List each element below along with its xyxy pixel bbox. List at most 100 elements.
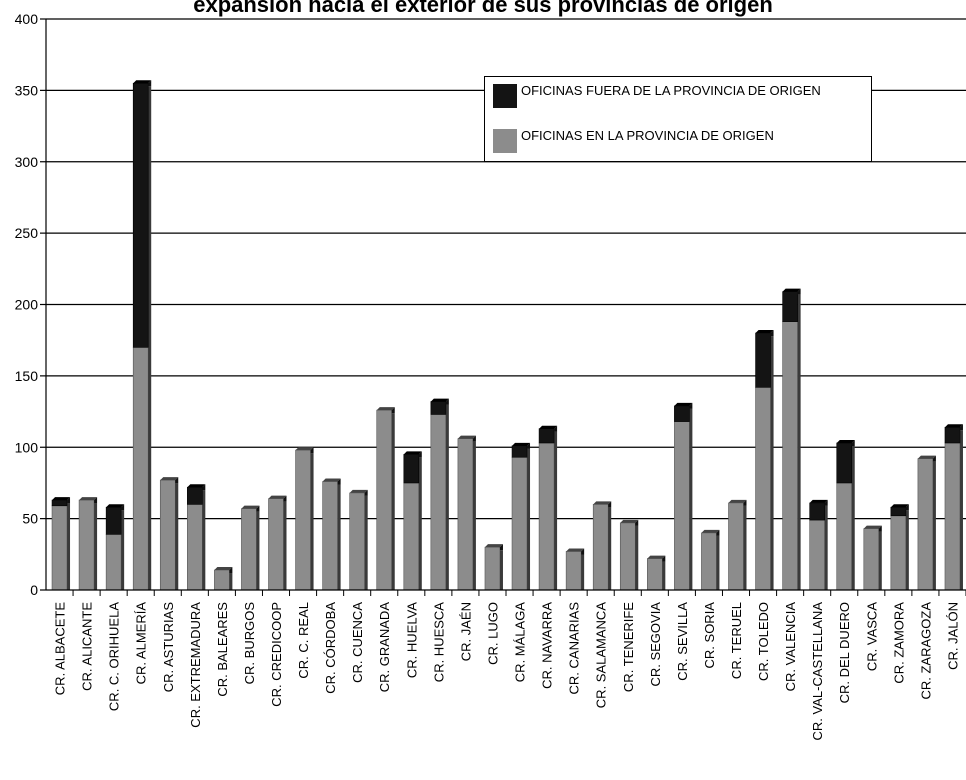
bar-inside <box>619 522 636 591</box>
x-tick-label: CR. HUESCA <box>431 602 446 683</box>
bar-top <box>79 497 98 501</box>
bar-inside <box>484 546 501 591</box>
bar-side <box>878 531 882 590</box>
bar-top-side <box>499 544 503 551</box>
bar-top-side <box>527 442 531 449</box>
x-tick-label: CR. GRANADA <box>377 602 392 693</box>
bar-side <box>283 501 287 590</box>
bar-top-side <box>824 499 828 506</box>
bar-top <box>403 451 422 455</box>
y-tick-label: 350 <box>15 82 39 98</box>
bar-top-side <box>391 407 395 414</box>
bar-side <box>635 525 639 590</box>
bar-side <box>851 445 855 590</box>
bar-top-side <box>689 402 693 409</box>
bar-top <box>620 519 639 523</box>
x-tick-label: CR. SORIA <box>702 602 717 669</box>
bar-top-side <box>283 495 287 502</box>
bar-top <box>322 478 341 482</box>
bar-top <box>809 499 828 503</box>
bar-top <box>349 489 368 493</box>
bar-outside <box>809 502 825 521</box>
bar-inside <box>78 499 95 591</box>
bar-side <box>229 573 233 590</box>
bar-top <box>890 504 909 508</box>
bar-side <box>391 413 395 590</box>
bar-side <box>499 550 503 590</box>
bar-side <box>662 561 666 590</box>
bar-inside <box>728 502 744 591</box>
bar-side <box>310 453 314 590</box>
bar-inside <box>917 458 934 591</box>
bar-side <box>797 294 801 590</box>
bar-inside <box>592 504 609 591</box>
legend-label-inside: OFICINAS EN LA PROVINCIA DE ORIGEN <box>521 128 774 143</box>
x-axis: CR. ALBACETE CR. ALICANTE CR. C. ORIHUELA C… <box>46 589 966 741</box>
legend: OFICINAS FUERA DE LA PROVINCIA DE ORIGEN… <box>484 76 872 162</box>
bar-side <box>554 431 558 590</box>
x-tick-label: CR. VASCA <box>864 602 879 671</box>
bar-top-side <box>94 497 98 504</box>
bar-top-side <box>554 425 558 432</box>
x-tick-label: CR. C. ORIHUELA <box>107 602 122 711</box>
bar-inside <box>214 569 230 591</box>
bar-side <box>743 505 747 590</box>
x-tick-label: CR. VAL-CASTELLANA <box>810 602 825 741</box>
x-tick-label: CR. CUENCA <box>350 602 365 683</box>
bar-top-side <box>905 504 909 511</box>
bar-top <box>133 80 152 84</box>
bar-top <box>944 424 963 428</box>
bar-inside <box>457 438 474 591</box>
legend-swatch-outside <box>493 84 517 108</box>
x-tick-label: CR. MÁLAGA <box>513 602 528 683</box>
bar-top <box>484 544 503 548</box>
bar-top <box>241 505 260 509</box>
x-tick-label: CR. NAVARRA <box>540 602 555 689</box>
bar-top-side <box>472 435 476 442</box>
bar-side <box>932 461 936 590</box>
bar-inside <box>105 534 122 591</box>
bar-outside <box>755 332 771 388</box>
bar-top-side <box>878 525 882 532</box>
x-tick-label: CR. TERUEL <box>729 602 744 679</box>
bar-top <box>539 425 558 429</box>
bar-top <box>52 497 71 501</box>
x-tick-label: CR. LUGO <box>485 602 500 665</box>
bar-side <box>256 511 260 590</box>
legend-item-outside: OFICINAS FUERA DE LA PROVINCIA DE ORIGEN <box>493 84 861 108</box>
bar-inside <box>836 482 853 591</box>
bar-side <box>418 457 422 590</box>
bar-top-side <box>418 451 422 458</box>
x-tick-label: CR. BALEARES <box>215 602 230 697</box>
bar-inside <box>701 532 717 591</box>
bar-top <box>593 501 612 505</box>
bar-top <box>863 525 882 529</box>
bar-outside <box>836 442 853 484</box>
chart-title: expansión hacia el exterior de sus provi… <box>193 0 773 17</box>
y-tick-label: 400 <box>15 11 39 27</box>
bar-top <box>268 495 287 499</box>
bar-inside <box>51 505 68 591</box>
bar-top-side <box>851 439 855 446</box>
bar-outside <box>538 428 555 444</box>
x-tick-label: CR. CANARIAS <box>567 602 582 695</box>
x-tick-label: CR. EXTREMADURA <box>188 602 203 728</box>
legend-swatch-inside <box>493 129 517 153</box>
bar-outside <box>187 486 203 505</box>
x-tick-label: CR. CREDICOOP <box>269 602 284 707</box>
bar-outside <box>105 506 122 535</box>
x-tick-label: CR. HUELVA <box>404 602 419 678</box>
bar-inside <box>241 508 257 591</box>
bar-top-side <box>337 478 341 485</box>
bar-side <box>581 554 585 590</box>
bar-outside <box>132 82 149 348</box>
bar-side <box>824 505 828 590</box>
bar-inside <box>430 414 447 591</box>
bar-outside <box>430 401 447 415</box>
bar-top <box>836 439 855 443</box>
bar-inside <box>376 409 393 591</box>
bar-top <box>647 555 666 559</box>
bar-top-side <box>148 80 152 87</box>
x-tick-label: CR. ALMERÍA <box>134 602 149 685</box>
